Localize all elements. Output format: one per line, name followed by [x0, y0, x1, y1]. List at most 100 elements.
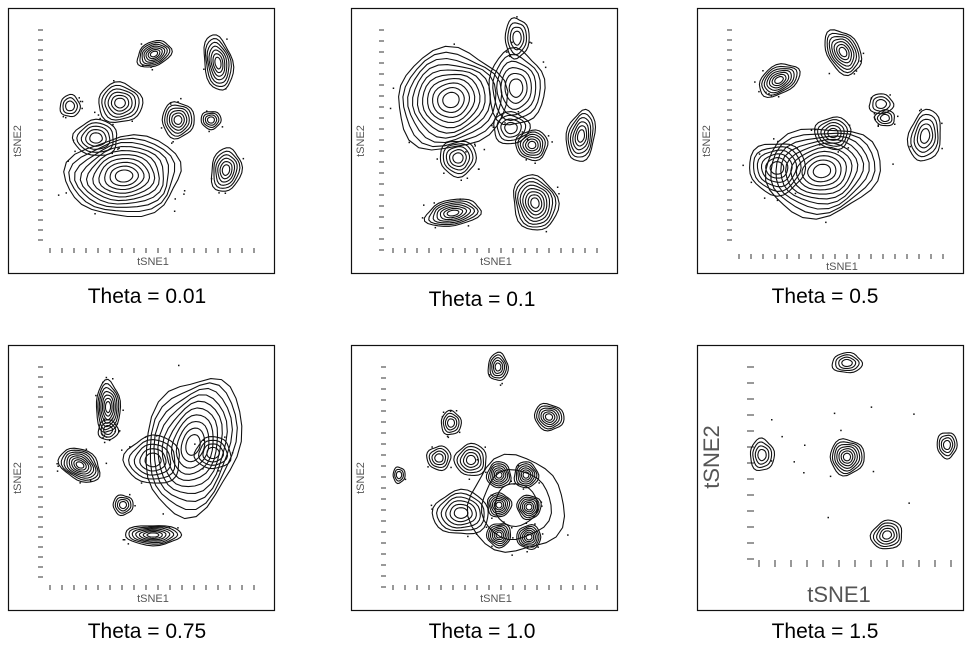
scatter-point [547, 135, 550, 137]
scatter-point [538, 482, 540, 484]
contour-line [490, 496, 509, 515]
scatter-point [770, 460, 773, 462]
contour-line [202, 112, 220, 128]
contour-line [462, 451, 479, 468]
scatter-point [62, 115, 65, 118]
contour-line [834, 443, 861, 472]
contour-line [171, 112, 185, 128]
contour-line [841, 358, 853, 367]
scatter-point [122, 409, 124, 411]
contour-line [456, 445, 485, 474]
scatter-point [873, 116, 876, 118]
contour-line [544, 413, 554, 421]
scatter-point [460, 179, 462, 181]
scatter-point [423, 204, 425, 206]
contour-line [491, 527, 507, 543]
contour-line [173, 115, 183, 125]
scatter-point [72, 139, 75, 141]
scatter-point [490, 494, 492, 496]
contour-line [574, 125, 588, 147]
contour-line [92, 154, 156, 198]
contour-line [442, 91, 460, 109]
contour-line [104, 161, 145, 191]
scatter-point [525, 522, 528, 524]
scatter-point [908, 502, 910, 504]
contour-line [519, 498, 538, 517]
contour-line [813, 116, 852, 151]
contour-line [71, 118, 118, 156]
scatter-point [837, 151, 839, 153]
contour-line [135, 528, 171, 542]
contour-line [512, 30, 522, 46]
scatter-point [540, 501, 543, 503]
contour-line [523, 501, 535, 513]
contour-line [753, 146, 802, 192]
x-axis-label: tSNE1 [137, 256, 169, 268]
scatter-point [103, 441, 106, 444]
scatter-point [155, 435, 158, 437]
scatter-point [172, 141, 174, 143]
contour-line [754, 445, 770, 465]
contour-line [500, 118, 522, 138]
contour-line [765, 157, 789, 179]
scatter-point [459, 198, 461, 200]
scatter-point [118, 430, 120, 433]
scatter-point [202, 468, 204, 470]
scatter-point [815, 128, 817, 131]
contour-line [432, 202, 476, 224]
contour-line [116, 499, 130, 512]
contour-plot: tSNE1 tSNE2 [350, 7, 619, 275]
scatter-point [793, 461, 795, 463]
contour-line [833, 41, 853, 64]
contour-line [79, 145, 164, 205]
contour-line [85, 150, 160, 202]
scatter-point [97, 114, 100, 116]
contour-line [439, 205, 468, 221]
contour-line [524, 138, 539, 152]
contour-line [97, 419, 120, 441]
scatter-point [142, 64, 144, 67]
contour-line [208, 45, 228, 81]
contour-line [869, 519, 903, 550]
contour-line [576, 129, 586, 143]
contour-line [942, 439, 951, 451]
contour-line [835, 354, 860, 371]
contour-line [453, 442, 487, 476]
contour-line [114, 97, 126, 109]
scatter-point [862, 52, 865, 55]
plot-panel-theta-0-75: tSNE1 tSNE2 [7, 344, 278, 615]
scatter-point [513, 483, 515, 485]
scatter-point [151, 69, 154, 71]
contour-line [508, 78, 524, 98]
contour-line [416, 69, 486, 134]
scatter-point [178, 364, 180, 367]
scatter-point [168, 526, 171, 528]
contour-line [533, 402, 565, 432]
contour-line [504, 121, 518, 135]
scatter-point [877, 124, 879, 126]
contour-line [122, 434, 180, 484]
plot-panel-theta-1-5: tSNE1 tSNE2 [696, 344, 967, 615]
scatter-point [183, 193, 185, 195]
contour-line [812, 163, 832, 179]
scatter-point [242, 157, 245, 160]
scatter-point [121, 449, 123, 451]
scatter-point [111, 152, 113, 155]
contour-line [206, 41, 230, 84]
scatter-point [102, 437, 104, 439]
contour-line [198, 439, 229, 466]
scatter-point [882, 110, 884, 112]
contour-line [492, 467, 507, 483]
scatter-point [829, 475, 832, 478]
scatter-point [558, 193, 560, 195]
scatter-point [111, 418, 114, 420]
scatter-point [421, 217, 424, 219]
contour-line [407, 57, 497, 144]
contour-line [838, 46, 848, 58]
contour-line [212, 53, 224, 74]
contour-line [572, 121, 590, 151]
contour-line [530, 197, 540, 209]
contour-line [203, 34, 235, 91]
scatter-point [874, 118, 877, 120]
scatter-point [468, 478, 471, 480]
